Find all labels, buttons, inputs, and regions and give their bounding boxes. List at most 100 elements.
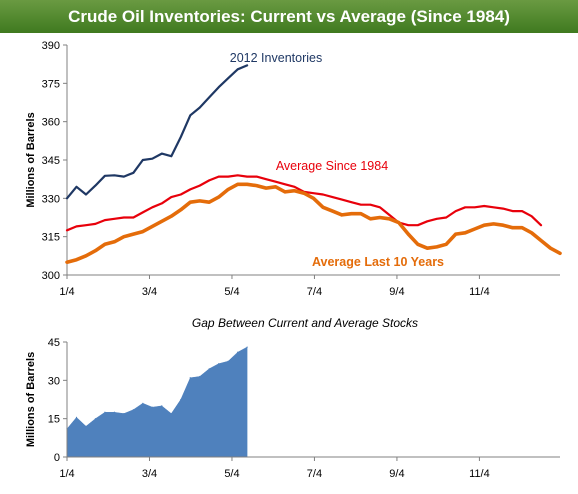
data-point: [180, 398, 182, 401]
title-bar: Crude Oil Inventories: Current vs Averag…: [0, 0, 578, 33]
data-point: [66, 261, 68, 264]
series-label-2: Average Last 10 Years: [312, 255, 444, 269]
x-tick-label: 3/4: [142, 286, 157, 298]
data-point: [85, 255, 87, 257]
data-point: [246, 175, 248, 178]
data-point: [530, 232, 533, 234]
x-tick-label: 5/4: [224, 468, 239, 480]
series-line-1: [65, 174, 543, 232]
data-point: [274, 186, 277, 188]
data-point: [142, 211, 144, 214]
data-point: [511, 226, 514, 229]
series-label-0: 2012 Inventories: [230, 51, 322, 65]
data-point: [379, 216, 381, 219]
y-axis-title: Millions of Barrels: [25, 112, 37, 207]
data-point: [123, 175, 125, 178]
data-point: [75, 416, 78, 418]
data-point: [208, 201, 211, 203]
data-point: [407, 224, 410, 226]
data-point: [161, 152, 163, 155]
data-point: [113, 174, 116, 177]
data-point: [435, 217, 438, 220]
data-point: [217, 175, 220, 178]
data-point: [350, 201, 353, 203]
data-point: [454, 210, 457, 212]
data-point: [227, 360, 229, 362]
data-point: [170, 215, 173, 218]
data-point: [85, 193, 87, 196]
series-line-2: [65, 182, 562, 265]
gap-chart-title: Gap Between Current and Average Stocks: [192, 316, 418, 330]
data-point: [66, 229, 68, 232]
x-tick-label: 9/4: [389, 468, 404, 480]
data-point: [265, 187, 267, 189]
data-point: [227, 188, 229, 191]
y-tick-label: 375: [42, 78, 60, 90]
data-point: [189, 188, 192, 191]
data-point: [293, 186, 296, 188]
data-point: [483, 224, 485, 226]
data-point: [360, 203, 362, 206]
data-point: [227, 175, 229, 178]
data-point: [502, 224, 504, 226]
data-point: [199, 375, 201, 378]
data-point: [151, 157, 154, 160]
data-point: [369, 203, 372, 206]
data-point: [208, 179, 211, 182]
data-point: [75, 186, 78, 188]
data-point: [198, 200, 201, 202]
data-point: [559, 252, 561, 255]
data-point: [161, 405, 163, 407]
data-point: [151, 225, 154, 228]
data-point: [142, 159, 144, 161]
x-tick-label: 1/4: [59, 286, 74, 298]
x-tick-label: 5/4: [224, 286, 239, 298]
data-point: [312, 192, 315, 195]
data-point: [104, 243, 106, 246]
data-point: [322, 206, 324, 209]
data-point: [255, 175, 258, 178]
x-tick-label: 11/4: [469, 468, 490, 480]
data-point: [530, 215, 533, 218]
data-point: [464, 206, 466, 209]
data-point: [217, 86, 220, 88]
inventories-line-chart: 300 315 330 345 360 375 390 1/4 3/4 5/4 7/4 9/4 11/4…: [25, 40, 562, 298]
data-point: [454, 233, 457, 235]
data-point: [94, 418, 97, 420]
data-point: [132, 233, 135, 235]
data-point: [132, 171, 135, 174]
y-tick-label: 330: [42, 193, 60, 205]
series-label-1: Average Since 1984: [276, 159, 388, 173]
data-point: [246, 346, 248, 348]
data-point: [398, 221, 400, 224]
data-point: [113, 217, 116, 220]
data-point: [170, 155, 173, 157]
data-point: [104, 175, 106, 177]
y-tick-label: 15: [48, 414, 60, 426]
data-point: [113, 240, 116, 243]
x-tick-label: 11/4: [469, 286, 490, 298]
data-point: [511, 210, 514, 212]
data-point: [549, 247, 552, 249]
data-point: [198, 106, 201, 109]
data-point: [151, 406, 153, 408]
x-tick-label: 9/4: [389, 286, 404, 298]
data-point: [312, 197, 315, 200]
data-point: [388, 217, 391, 220]
data-point: [246, 64, 248, 67]
data-point: [274, 180, 277, 183]
data-point: [189, 114, 192, 117]
data-point: [208, 96, 211, 99]
data-point: [416, 224, 419, 226]
data-point: [94, 184, 97, 187]
y-tick-label: 345: [42, 155, 60, 167]
data-point: [284, 191, 286, 193]
data-point: [255, 184, 258, 187]
data-point: [170, 412, 172, 415]
data-point: [445, 243, 448, 246]
y-tick-label: 45: [48, 337, 60, 349]
data-point: [151, 206, 154, 209]
y-tick-label: 390: [42, 40, 60, 52]
data-point: [161, 220, 163, 223]
data-point: [521, 210, 523, 212]
